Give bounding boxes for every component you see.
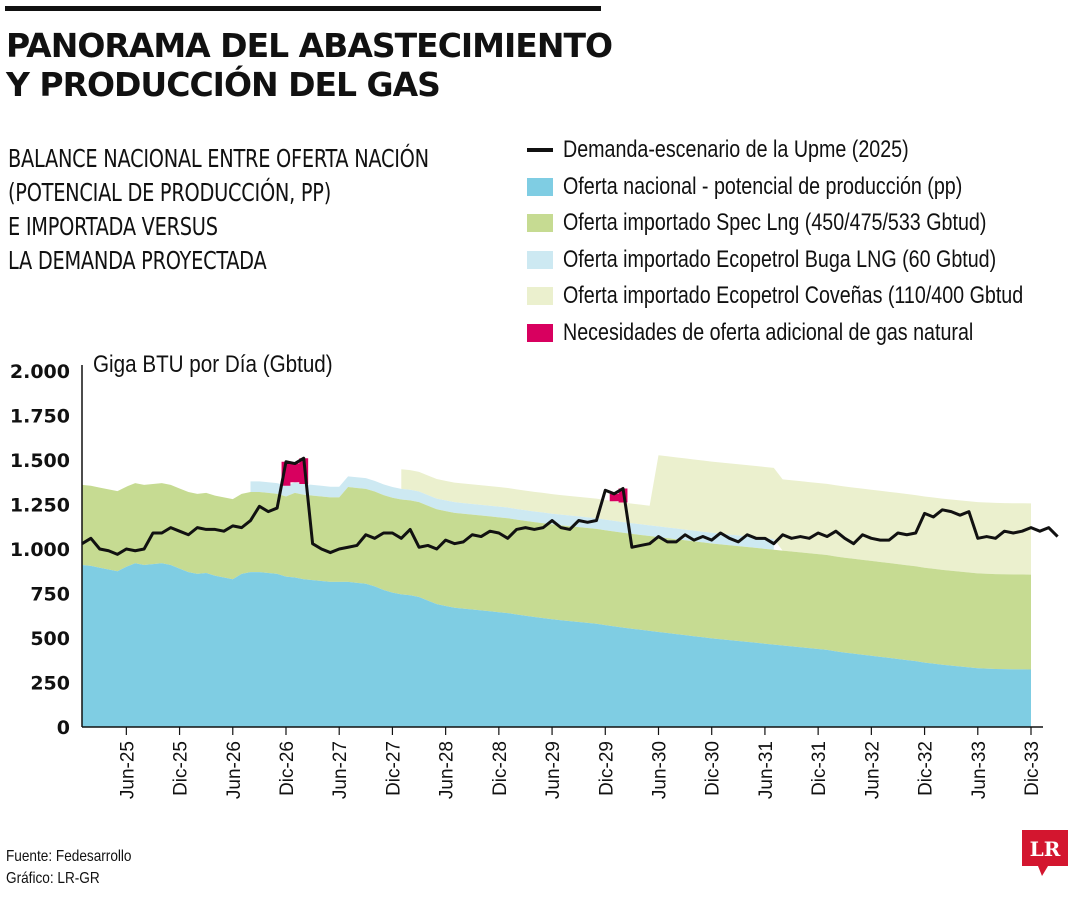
legend-swatch-national xyxy=(527,177,553,196)
lr-logo: LR xyxy=(1022,830,1068,876)
x-tick-label: Jun-28 xyxy=(437,741,458,799)
legend-label-demand: Demanda-escenario de la Upme (2025) xyxy=(563,136,909,164)
x-tick-label: Dic-32 xyxy=(916,741,937,796)
page-title: PANORAMA DEL ABASTECIMIENTO Y PRODUCCIÓN… xyxy=(6,26,646,104)
legend-swatch-deficit xyxy=(527,323,553,342)
area-national xyxy=(82,563,1031,727)
x-tick-label: Jun-27 xyxy=(330,741,351,799)
x-tick-label: Dic-30 xyxy=(703,741,724,796)
legend-item-deficit: Necesidades de oferta adicional de gas n… xyxy=(527,315,1080,352)
y-tick-label: 750 xyxy=(30,584,70,606)
y-tick-label: 1.250 xyxy=(10,495,70,517)
y-tick-label: 250 xyxy=(30,673,70,695)
top-rule xyxy=(5,6,601,11)
lr-logo-badge xyxy=(1022,830,1068,876)
series-line-demand xyxy=(81,456,1059,556)
x-tick-label: Jun-32 xyxy=(862,741,883,799)
graphic-credit: Gráfico: LR-GR xyxy=(6,870,100,887)
y-tick-label: 1.750 xyxy=(10,406,70,428)
x-tick-label: Dic-25 xyxy=(171,741,192,796)
legend-item-national: Oferta nacional - potencial de producció… xyxy=(527,169,1080,206)
y-tick-label: 1.000 xyxy=(10,539,70,561)
legend-item-buga: Oferta importado Ecopetrol Buga LNG (60 … xyxy=(527,242,1080,279)
legend-label-spec: Oferta importado Spec Lng (450/475/533 G… xyxy=(563,209,987,237)
y-tick-label: 500 xyxy=(30,628,70,650)
legend-label-deficit: Necesidades de oferta adicional de gas n… xyxy=(563,318,974,346)
chart-legend: Demanda-escenario de la Upme (2025) Ofer… xyxy=(527,132,1080,351)
title-line-1: PANORAMA DEL ABASTECIMIENTO xyxy=(6,26,613,65)
chart-footer: Fuente: Fedesarrollo Gráfico: LR-GR xyxy=(6,846,131,890)
legend-label-national: Oferta nacional - potencial de producció… xyxy=(563,172,963,200)
legend-item-spec: Oferta importado Spec Lng (450/475/533 G… xyxy=(527,205,1080,242)
x-tick-label: Jun-31 xyxy=(756,741,777,799)
area-spec xyxy=(82,483,1031,670)
x-tick-label: Dic-29 xyxy=(596,741,617,796)
x-tick-label: Dic-31 xyxy=(809,741,830,796)
subtitle-line-3: E IMPORTADA VERSUS xyxy=(8,212,218,241)
subtitle-line-4: LA DEMANDA PROYECTADA xyxy=(8,246,267,275)
subtitle-line-1: BALANCE NACIONAL ENTRE OFERTA NACIÓN xyxy=(8,144,429,173)
x-tick-label: Jun-29 xyxy=(543,741,564,799)
y-tick-label: 1.500 xyxy=(10,450,70,472)
legend-label-covenas: Oferta importado Ecopetrol Coveñas (110/… xyxy=(563,282,1024,310)
x-tick-label: Jun-30 xyxy=(649,741,670,799)
area-buga xyxy=(250,476,774,550)
x-tick-label: Jun-33 xyxy=(969,741,990,799)
x-tick-label: Jun-25 xyxy=(117,741,138,799)
legend-swatch-spec xyxy=(527,214,553,233)
legend-label-buga: Oferta importado Ecopetrol Buga LNG (60 … xyxy=(563,245,997,273)
x-tick-label: Dic-33 xyxy=(1022,741,1043,796)
y-tick-label: 2.000 xyxy=(10,361,70,383)
area-covenas xyxy=(401,455,1031,575)
legend-swatch-demand xyxy=(527,148,553,153)
lr-logo-text: LR xyxy=(1030,837,1061,861)
x-tick-label: Dic-28 xyxy=(490,741,511,796)
title-line-2: Y PRODUCCIÓN DEL GAS xyxy=(6,65,441,104)
source-note: Fuente: Fedesarrollo xyxy=(6,848,132,865)
chart-subtitle: BALANCE NACIONAL ENTRE OFERTA NACIÓN (PO… xyxy=(8,142,438,278)
legend-swatch-buga xyxy=(527,250,553,269)
legend-item-demand: Demanda-escenario de la Upme (2025) xyxy=(527,132,1080,169)
x-tick-label: Jun-26 xyxy=(224,741,245,799)
legend-item-covenas: Oferta importado Ecopetrol Coveñas (110/… xyxy=(527,278,1080,315)
y-tick-label: 0 xyxy=(57,717,70,739)
x-tick-label: Dic-27 xyxy=(383,741,404,796)
y-axis-title: Giga BTU por Día (Gbtud) xyxy=(93,351,333,378)
x-tick-label: Dic-26 xyxy=(277,741,298,796)
legend-swatch-covenas xyxy=(527,287,553,306)
subtitle-line-2: (POTENCIAL DE PRODUCCIÓN, PP) xyxy=(8,178,332,207)
